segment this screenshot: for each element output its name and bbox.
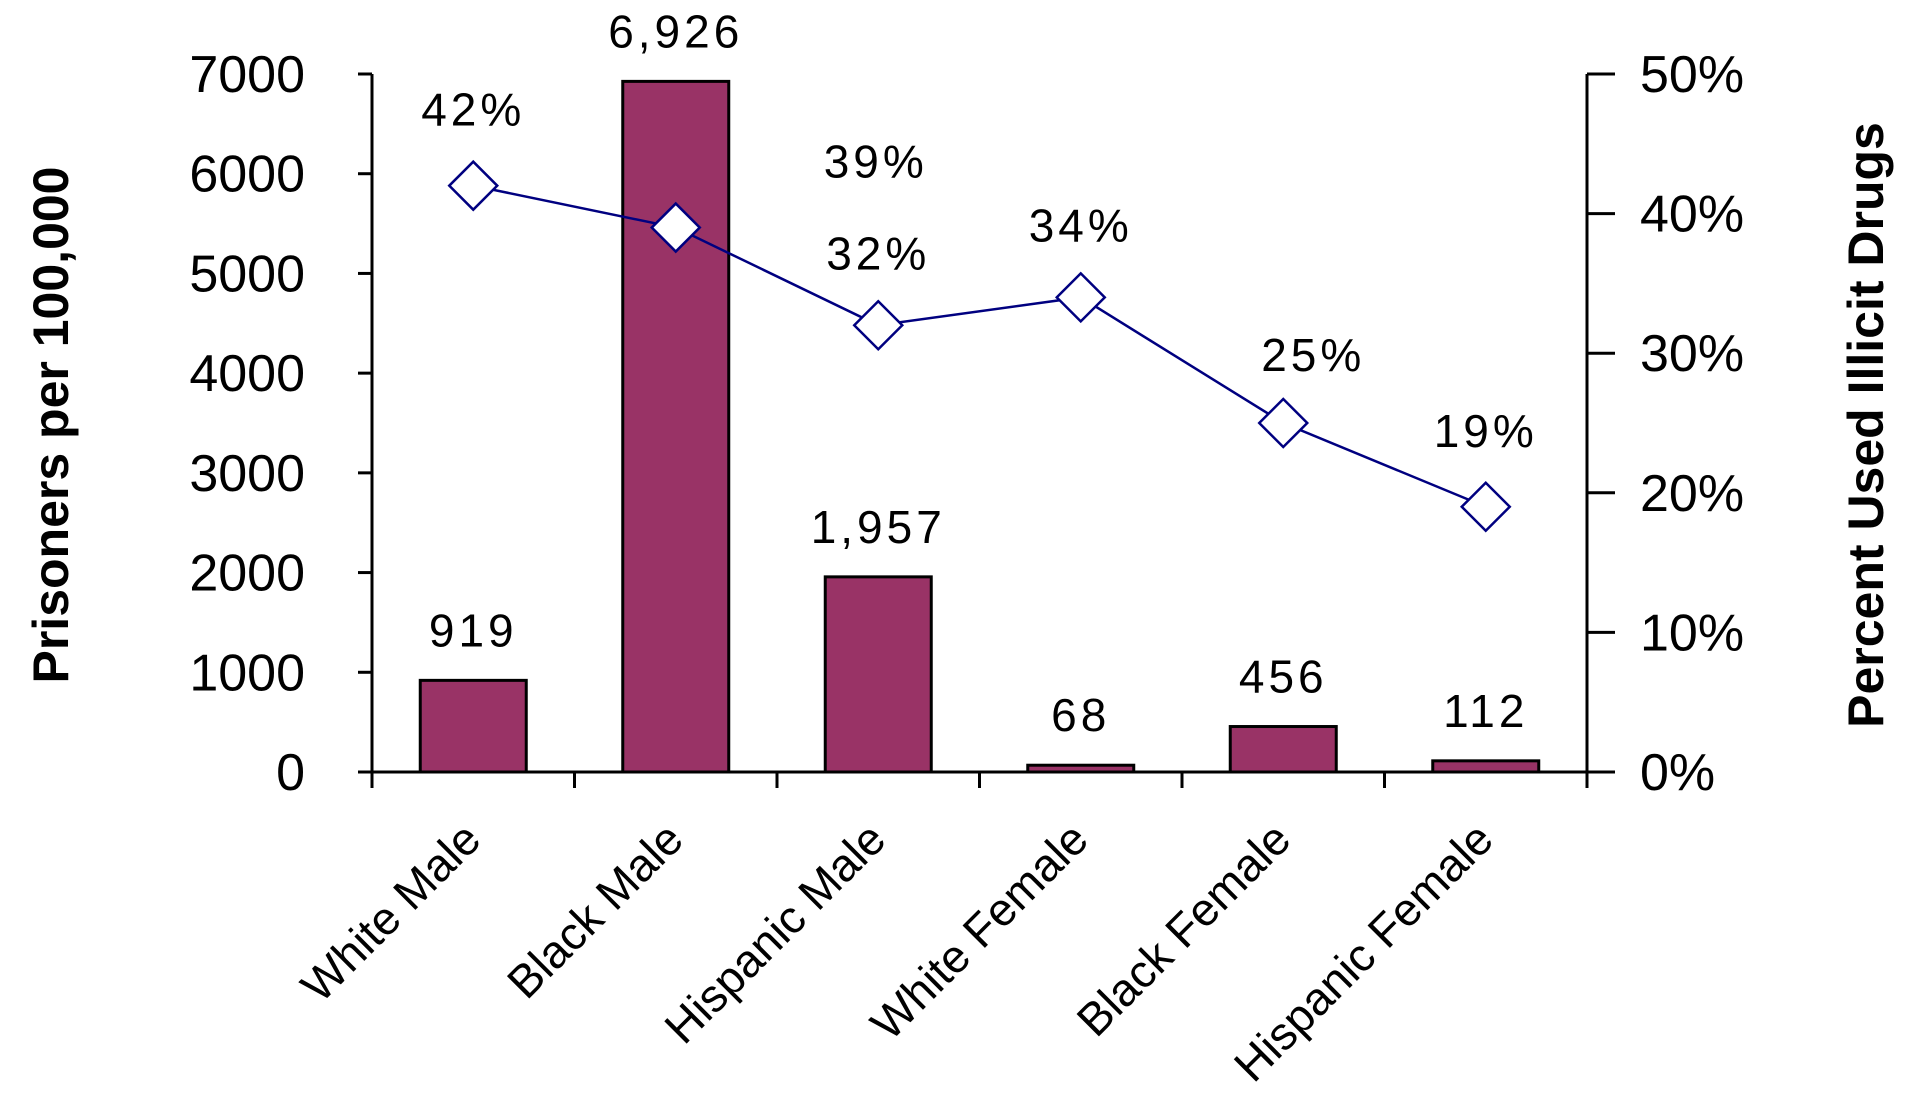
line-value-label: 32% xyxy=(826,227,930,279)
x-tick-label: White Female xyxy=(860,812,1097,1049)
y-tick-label-right: 20% xyxy=(1640,465,1744,523)
y-axis-title-right: Percent Used Illicit Drugs xyxy=(1838,122,1894,728)
data-labels: 919 6,926 1,957 68 456 112 42% 39% 32% 34% 25% 19% xyxy=(421,5,1538,741)
line-value-label: 19% xyxy=(1434,405,1538,457)
y-tick-label-left: 2000 xyxy=(189,545,305,603)
bar-value-label: 919 xyxy=(429,604,518,656)
y-tick-label-left: 3000 xyxy=(189,445,305,503)
y-tick-label-right: 30% xyxy=(1640,325,1744,383)
x-tick-label: Black Male xyxy=(497,812,693,1008)
x-tick-label: White Male xyxy=(291,812,490,1011)
y-tick-label-left: 7000 xyxy=(189,46,305,104)
bar-value-label: 6,926 xyxy=(608,5,743,57)
line-series xyxy=(447,159,1512,533)
bar-series xyxy=(418,79,1541,774)
bar-value-label: 456 xyxy=(1239,651,1328,703)
line-path xyxy=(472,184,1487,508)
y-axis-title-left: Prisoners per 100,000 xyxy=(23,167,79,684)
y-tick-label-right: 40% xyxy=(1640,186,1744,244)
line-value-label: 39% xyxy=(824,136,928,188)
bar-value-label: 112 xyxy=(1443,685,1528,737)
y-tick-label-left: 4000 xyxy=(189,345,305,403)
line-value-label: 42% xyxy=(421,84,525,136)
y-tick-label-left: 1000 xyxy=(189,644,305,702)
x-tick-label: Black Female xyxy=(1067,812,1301,1046)
y-tick-label-left: 0 xyxy=(276,744,305,802)
bar xyxy=(1228,725,1338,774)
line-marker xyxy=(1459,480,1512,533)
line-marker xyxy=(852,299,905,352)
y-tick-label-right: 10% xyxy=(1640,604,1744,662)
y-tick-label-left: 6000 xyxy=(189,146,305,204)
line-marker xyxy=(1054,271,1107,324)
line-marker xyxy=(649,201,702,254)
bar xyxy=(823,575,933,774)
line-marker xyxy=(1257,397,1310,449)
bar xyxy=(418,678,528,774)
axes: 0 1000 2000 3000 4000 5000 6000 7000 0% 10% 20% 30%… xyxy=(189,46,1744,1091)
y-tick-label-right: 50% xyxy=(1640,46,1744,104)
line-value-label: 34% xyxy=(1029,199,1133,251)
line-marker xyxy=(447,159,500,212)
y-tick-label-left: 5000 xyxy=(189,245,305,303)
line-value-label: 25% xyxy=(1261,329,1365,381)
y-tick-label-right: 0% xyxy=(1640,744,1715,802)
bar xyxy=(621,79,731,774)
bar-value-label: 1,957 xyxy=(811,501,946,553)
bar-value-label: 68 xyxy=(1051,689,1110,741)
bar xyxy=(1431,759,1541,774)
